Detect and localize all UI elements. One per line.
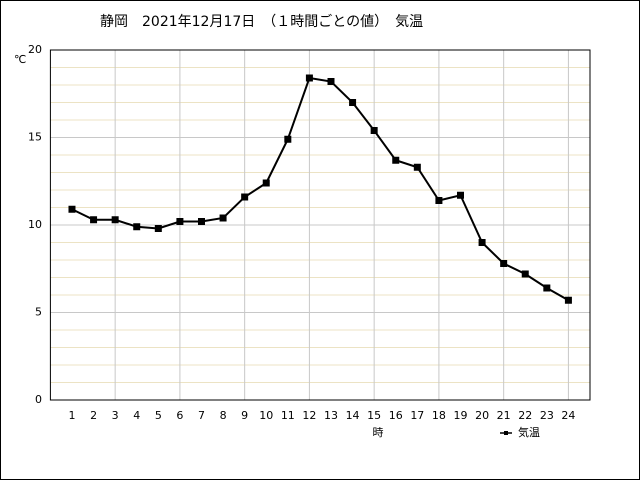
point [500,260,508,267]
x-tick-label: 9 [241,409,248,422]
point [176,218,184,225]
point [349,99,357,106]
x-tick-label: 1 [68,409,75,422]
point [197,218,205,225]
x-tick-label: 3 [112,409,119,422]
x-tick-label: 21 [497,409,511,422]
chart-title: 静岡 2021年12月17日 （１時間ごとの値） 気温 [100,14,423,30]
point [262,179,270,187]
legend-marker [504,431,508,435]
point [521,270,529,278]
x-tick-label: 2 [90,409,97,422]
x-tick-label: 6 [176,409,183,422]
point [133,223,141,231]
x-tick-label: 12 [302,409,316,422]
x-tick-label: 18 [432,409,446,422]
x-tick-label: 4 [133,409,140,422]
point [90,216,98,224]
x-tick-label: 17 [410,409,424,422]
y-tick-label: 5 [35,306,42,319]
series-line [71,76,569,302]
point [435,197,443,204]
point [543,284,551,292]
point [478,239,486,246]
point [305,74,313,82]
point [327,78,335,85]
x-tick-label: 16 [389,409,403,422]
plot-frame [49,49,591,401]
y-unit: ℃ [14,53,26,66]
y-tick-label: 10 [28,218,42,231]
point [68,205,76,213]
x-tick-label: 13 [324,409,338,422]
x-axis-label: 時 [373,426,384,439]
x-tick-label: 10 [259,409,273,422]
point [392,156,400,164]
point [564,296,572,304]
point [154,225,162,232]
y-tick-label: 20 [28,43,42,56]
point [413,163,421,171]
x-tick-label: 7 [198,409,205,422]
point [370,127,378,134]
x-tick-label: 15 [367,409,381,422]
x-tick-label: 24 [561,409,575,422]
y-tick-label: 0 [35,393,42,406]
point [111,216,119,224]
y-tick-label: 15 [28,131,42,144]
point [456,191,464,199]
x-tick-label: 14 [346,409,360,422]
x-tick-label: 20 [475,409,489,422]
legend-label: 気温 [518,425,540,439]
point [284,135,292,143]
point [219,214,227,222]
x-tick-label: 22 [518,409,532,422]
x-tick-label: 8 [220,409,227,422]
point [241,193,249,201]
x-tick-label: 23 [540,409,554,422]
x-tick-label: 19 [453,409,467,422]
x-tick-label: 11 [281,409,295,422]
x-tick-label: 5 [155,409,162,422]
